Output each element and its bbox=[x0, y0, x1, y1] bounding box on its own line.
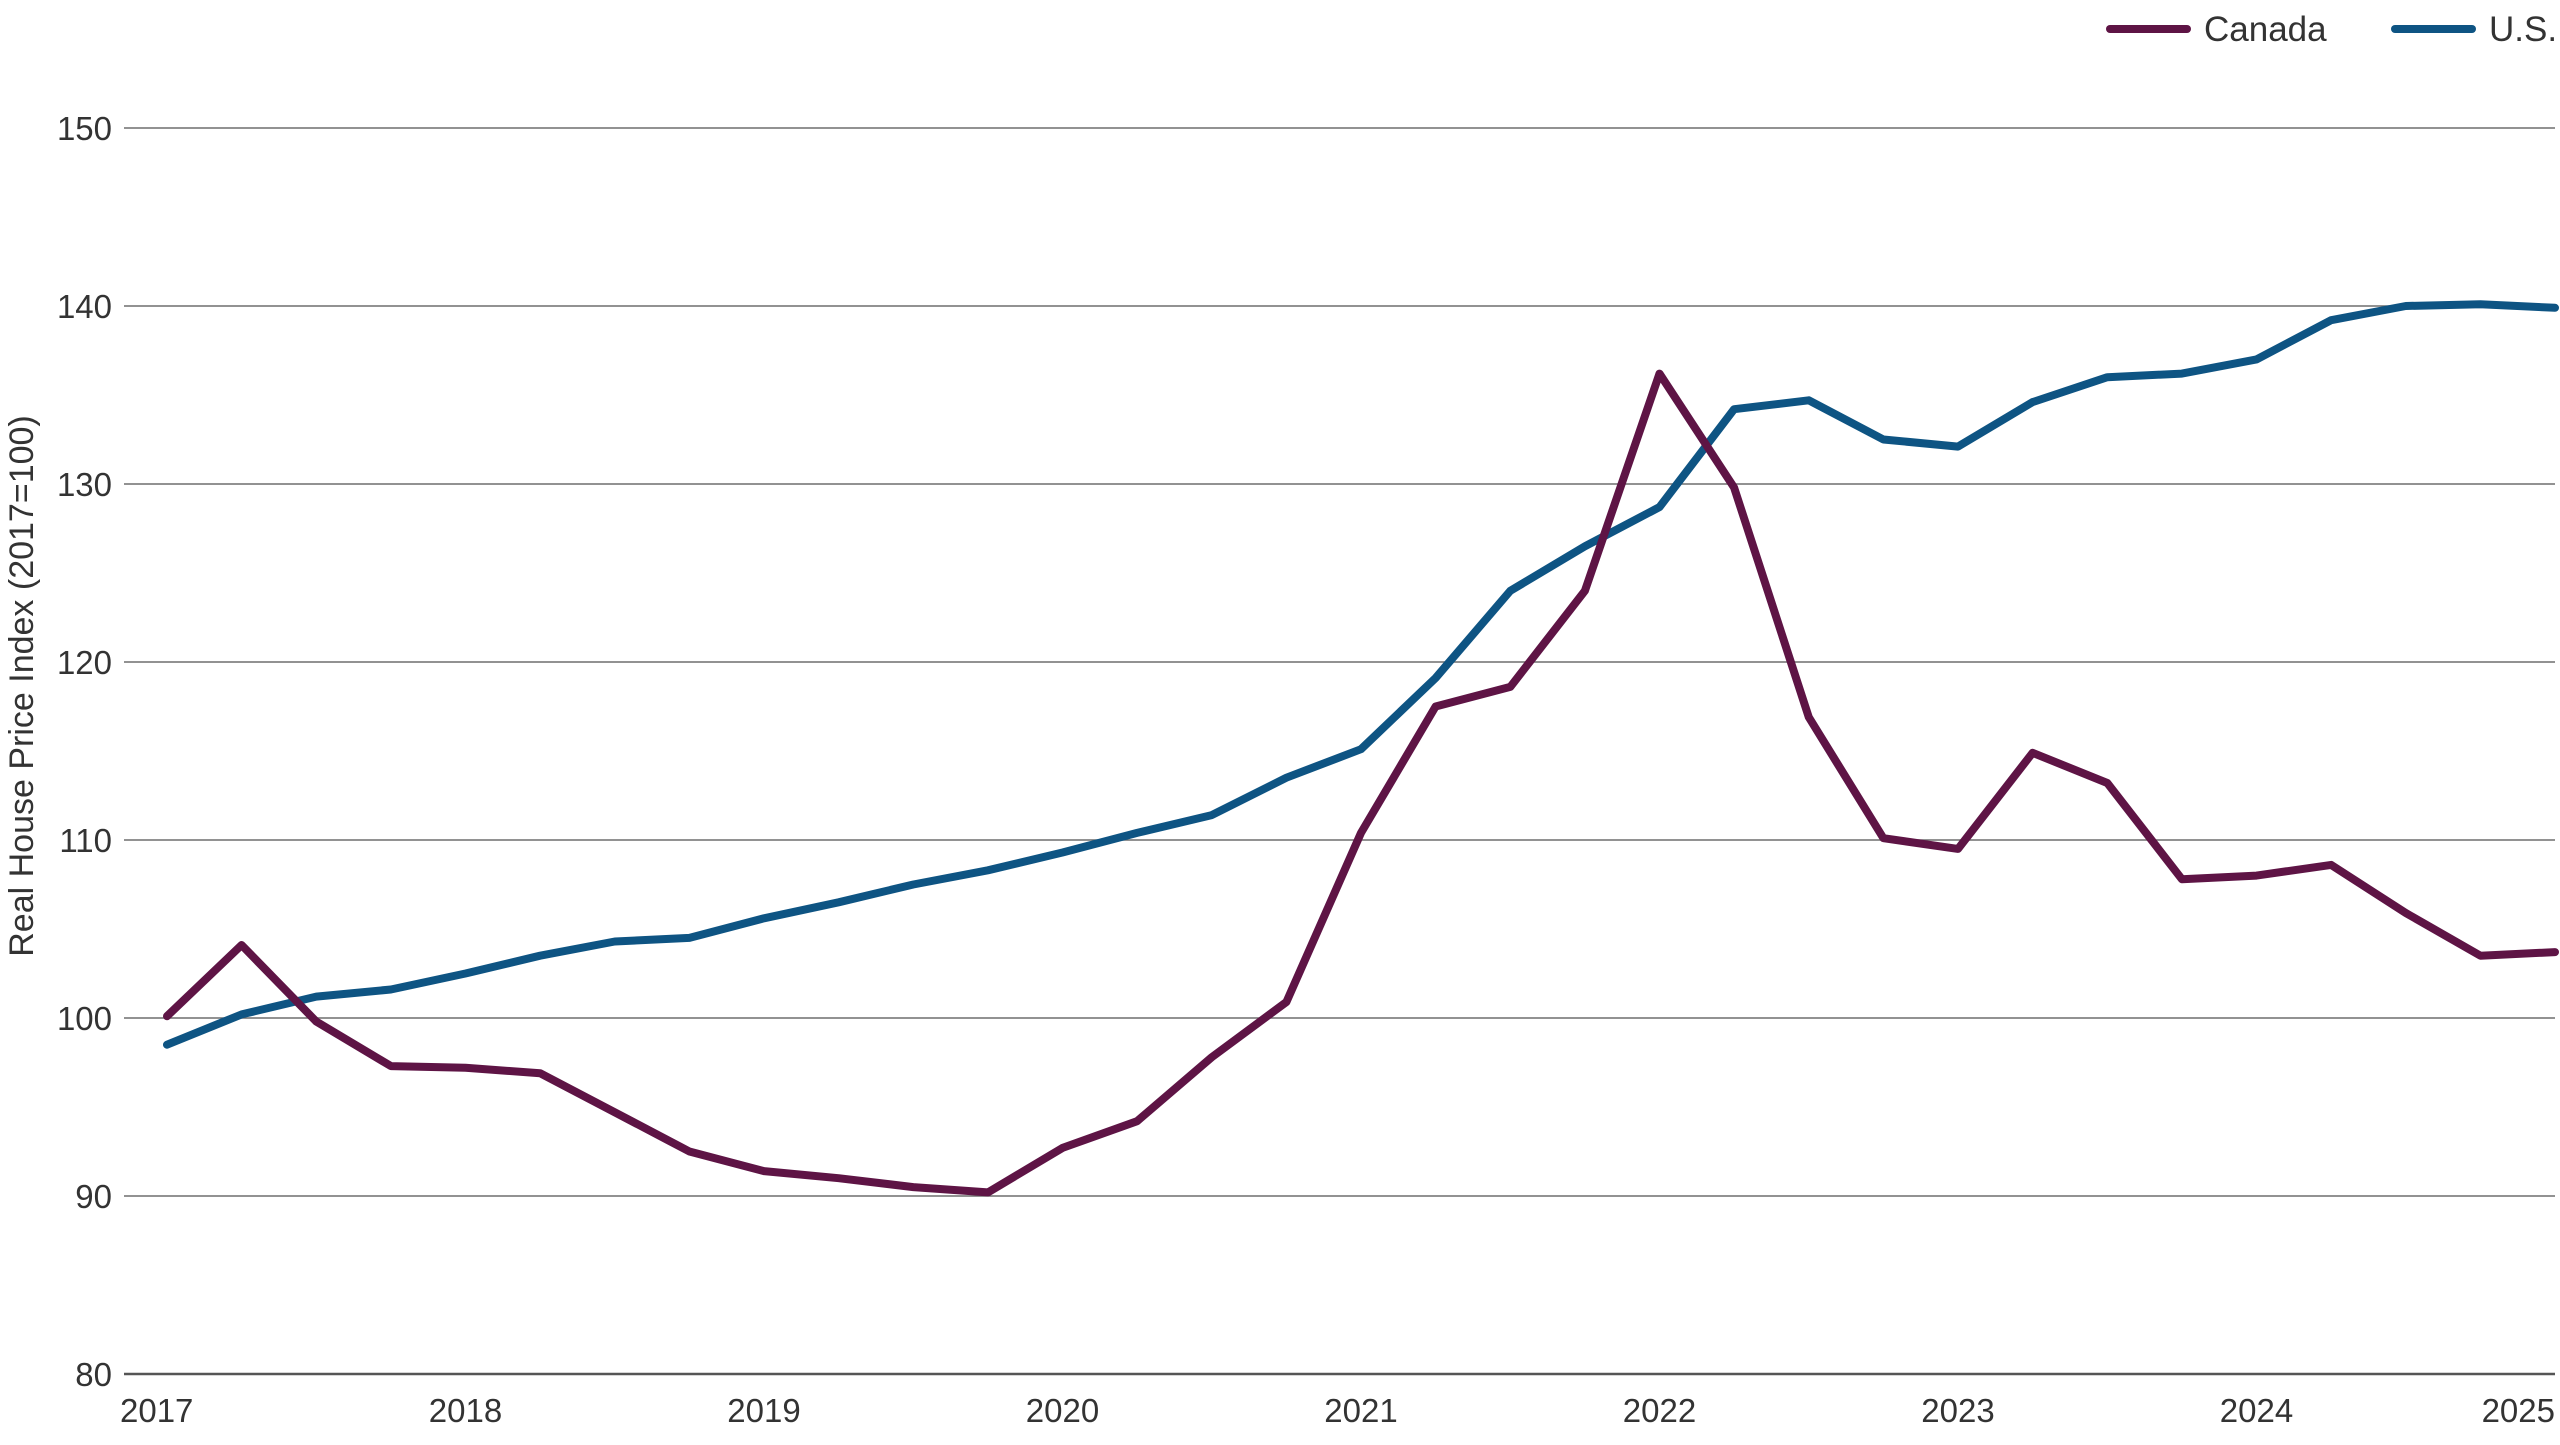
y-tick-label: 120 bbox=[57, 644, 112, 681]
y-axis-title: Real House Price Index (2017=100) bbox=[3, 415, 41, 957]
x-tick-label: 2021 bbox=[1324, 1392, 1397, 1429]
y-tick-label: 80 bbox=[75, 1356, 112, 1393]
series-line-u-s bbox=[163, 300, 2559, 1049]
legend-label: U.S. bbox=[2489, 10, 2557, 49]
x-tick-label: 2020 bbox=[1026, 1392, 1099, 1429]
y-tick-label: 140 bbox=[57, 288, 112, 325]
legend: Canada U.S. bbox=[2106, 10, 2557, 49]
x-tick-label: 2025 bbox=[2482, 1392, 2555, 1429]
x-tick-label: 2017 bbox=[120, 1392, 193, 1429]
x-tick-label: 2019 bbox=[727, 1392, 800, 1429]
y-tick-label: 150 bbox=[57, 110, 112, 147]
y-tick-label: 90 bbox=[75, 1178, 112, 1215]
x-tick-label: 2024 bbox=[2220, 1392, 2293, 1429]
series-line-canada bbox=[163, 369, 2559, 1197]
y-tick-label: 130 bbox=[57, 466, 112, 503]
y-axis-ticks: 80 90 100 110 120 130 140 150 bbox=[57, 110, 112, 1393]
x-tick-label: 2018 bbox=[429, 1392, 502, 1429]
x-tick-label: 2022 bbox=[1623, 1392, 1696, 1429]
y-tick-label: 100 bbox=[57, 1000, 112, 1037]
y-tick-label: 110 bbox=[59, 822, 112, 859]
gridlines bbox=[124, 127, 2555, 1376]
legend-label: Canada bbox=[2204, 10, 2327, 49]
series-lines bbox=[163, 300, 2559, 1197]
x-axis-ticks: 2017 2018 2019 2020 2021 2022 2023 2024 2025 bbox=[120, 1392, 2555, 1429]
x-tick-label: 2023 bbox=[1921, 1392, 1994, 1429]
